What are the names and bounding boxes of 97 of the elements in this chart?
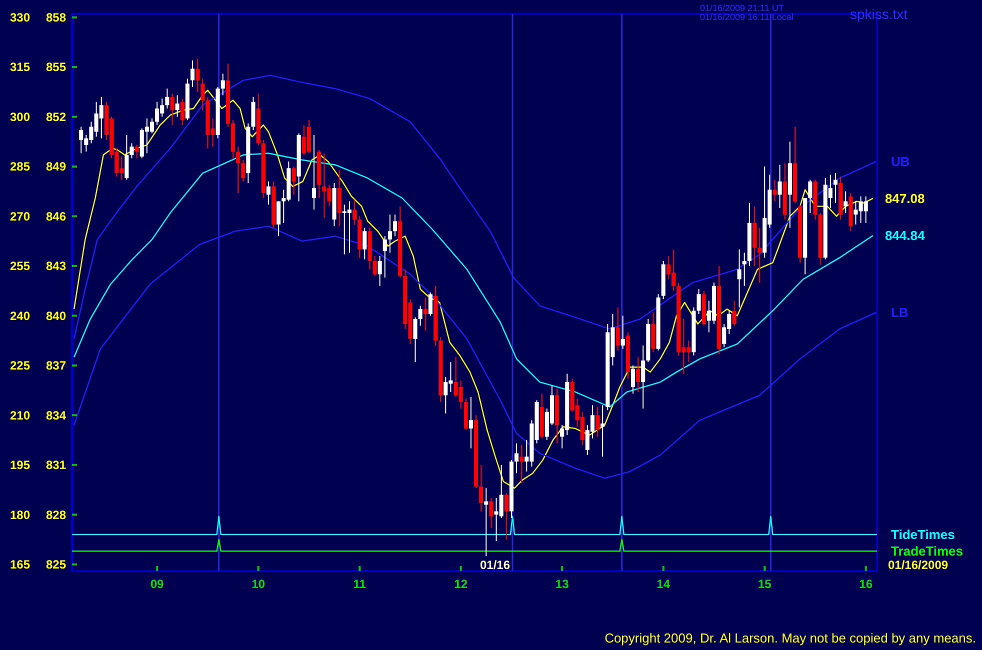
y2-tick-label: 285 [10, 160, 30, 174]
y2-tick-label: 270 [10, 209, 30, 224]
line-series [73, 152, 874, 408]
candlestick [479, 464, 484, 512]
x-tick-label: 15 [758, 577, 772, 592]
candlestick [737, 248, 742, 308]
candlestick [392, 214, 398, 237]
y-tick-label: 846 [46, 209, 66, 224]
candlestick [220, 73, 225, 96]
candlestick [292, 166, 296, 196]
candlestick [175, 94, 180, 118]
candlestick [124, 134, 129, 180]
candlestick [382, 236, 387, 278]
candlestick [636, 356, 640, 392]
annotation: 844.84 [884, 228, 926, 244]
series-label: TradeTimes [891, 544, 964, 559]
candlestick [241, 159, 246, 182]
candlestick [468, 396, 473, 449]
candlestick [641, 345, 646, 410]
y2-tick-label: 330 [10, 10, 30, 25]
y2-tick-label: 225 [10, 358, 30, 373]
candlestick [428, 292, 432, 316]
candlestick [732, 300, 736, 326]
candlestick [514, 442, 519, 474]
candlestick [489, 498, 494, 528]
y-tick-label: 828 [46, 508, 66, 522]
candlestick [165, 88, 170, 109]
y2-tick-label: 300 [10, 110, 30, 124]
candlestick [130, 142, 134, 159]
text: 01/16/2009 [888, 558, 948, 572]
annotation: 847.08 [884, 190, 925, 206]
candlestick [620, 315, 625, 350]
candlestick [378, 256, 382, 286]
series-label: LB [891, 304, 908, 320]
y-tick-label: 825 [46, 558, 66, 572]
candlestick [418, 305, 422, 326]
y2-tick-label: 210 [10, 408, 30, 422]
x-tick-label: 09 [150, 577, 164, 592]
candlestick [266, 180, 270, 206]
candlestick [388, 214, 392, 254]
candlestick [742, 252, 746, 286]
y2-tick-label: 255 [10, 259, 30, 274]
candlestick [200, 78, 205, 111]
candlestick [352, 199, 357, 226]
candlestick [520, 444, 524, 484]
y-tick-label: 840 [46, 308, 66, 323]
y2-tick-label: 240 [10, 308, 30, 323]
candlestick [362, 227, 367, 260]
candlestick [413, 316, 418, 363]
y2-tick-label: 165 [10, 558, 30, 572]
x-tick-label: 16 [859, 577, 873, 592]
candlestick [596, 406, 600, 438]
x-tick-label: 14 [656, 577, 670, 592]
candlestick [616, 306, 620, 352]
series-label: UB [891, 154, 910, 170]
x-tick-label: 13 [555, 577, 570, 592]
candlestick [190, 60, 195, 88]
candlestick [758, 227, 762, 284]
candlestick [276, 200, 281, 237]
text: 01/16/2009 21:11 UT [700, 3, 784, 14]
candlestick [134, 144, 139, 159]
candlestick [778, 164, 782, 208]
candlestick [423, 296, 428, 332]
annotation: 01/16 [480, 558, 510, 572]
y-tick-label: 834 [46, 408, 66, 422]
candlestick [772, 179, 777, 202]
x-tick-label: 10 [252, 577, 266, 592]
line-series [73, 226, 877, 479]
candlestick [180, 98, 184, 126]
y-tick-label: 852 [46, 110, 66, 124]
y-tick-label: 831 [46, 458, 66, 472]
y2-tick-label: 195 [10, 458, 30, 472]
candlestick [630, 364, 635, 394]
candlestick [844, 190, 848, 214]
candlestick [808, 179, 812, 214]
x-tick-label: 12 [454, 577, 468, 592]
candlestick [170, 93, 174, 126]
candlestick [196, 58, 200, 92]
x-tick-label: 11 [353, 577, 366, 592]
candlestick [372, 256, 377, 276]
y2-tick-label: 180 [10, 508, 30, 522]
y-tick-label: 843 [46, 259, 66, 274]
y-tick-label: 849 [46, 160, 66, 174]
line-series [73, 74, 877, 340]
series-label: TideTimes [891, 527, 955, 542]
y-tick-label: 855 [46, 60, 66, 74]
text: Copyright 2009, Dr. Al Larson. May not be copied by any means. [604, 630, 976, 646]
candlestick [600, 404, 605, 458]
y2-tick-label: 315 [10, 60, 30, 74]
annotation: spkiss.txt [850, 6, 908, 22]
candlestick [312, 134, 316, 210]
annotation: 01/16/2009 16:11 Local [700, 12, 794, 22]
candlestick [236, 146, 240, 194]
y-tick-label: 837 [46, 358, 66, 373]
y-tick-label: 858 [46, 10, 66, 25]
candlestick [696, 288, 701, 315]
candlestick [504, 492, 508, 540]
